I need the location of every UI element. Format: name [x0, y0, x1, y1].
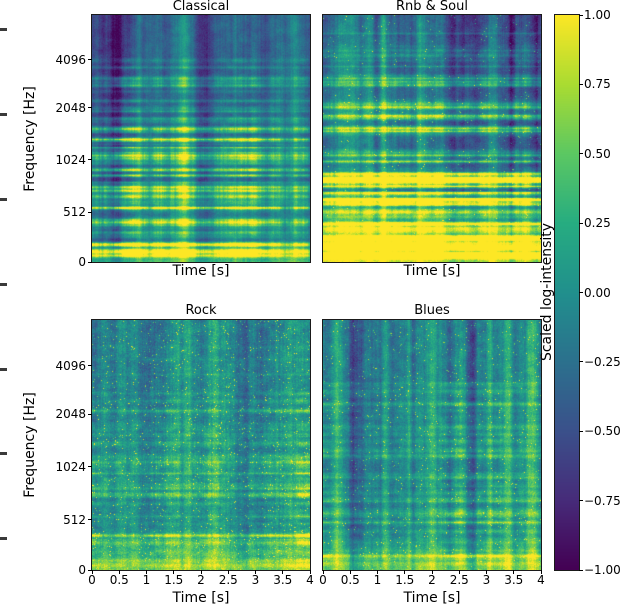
colorbar-tick-mark: [579, 153, 583, 155]
y-axis-label-bottom: Frequency [Hz]: [22, 392, 38, 498]
x-tick-mark: [540, 570, 542, 574]
y-tick-mark: [88, 211, 92, 213]
y-tick-mark: [88, 261, 92, 263]
y-tick-mark: [88, 569, 92, 571]
colorbar-tick-label: 0.50: [584, 146, 611, 161]
y-tick-label: 0: [78, 563, 86, 577]
x-tick-label: 4: [537, 573, 545, 587]
x-tick-label: 3.5: [273, 573, 293, 587]
x-tick-label: 2: [428, 573, 436, 587]
x-tick-mark: [458, 570, 460, 574]
y-tick-mark: [88, 413, 92, 415]
colorbar-tick-label: −0.75: [584, 493, 621, 508]
x-tick-label: 3: [482, 573, 491, 587]
y-tick-label: 0: [78, 255, 86, 269]
y-tick-mark: [88, 365, 92, 366]
x-axis-label-rnb-soul: Time [s]: [403, 263, 461, 279]
x-tick-mark: [404, 570, 406, 574]
y-tick-mark: [88, 159, 92, 161]
x-tick-mark: [309, 570, 311, 574]
x-tick-mark: [282, 570, 284, 574]
x-tick-label: 0.5: [340, 573, 360, 587]
left-edge-artifact: [0, 28, 7, 31]
subplot-title-classical: Classical: [172, 0, 230, 14]
x-tick-mark: [173, 570, 175, 574]
x-tick-mark: [349, 570, 351, 574]
x-tick-mark: [91, 570, 93, 574]
colorbar-tick-label: −0.50: [584, 424, 621, 439]
left-edge-artifact: [0, 198, 7, 201]
y-tick-mark: [88, 466, 92, 468]
colorbar-tick-label: 1.00: [584, 8, 611, 22]
y-tick-mark: [88, 519, 92, 520]
spectrogram-blues: [322, 319, 542, 571]
y-tick-label: 512: [63, 512, 86, 527]
x-tick-mark: [227, 570, 229, 574]
colorbar-tick-mark: [579, 222, 583, 224]
colorbar-tick-mark: [579, 361, 583, 363]
left-edge-artifact: [0, 537, 7, 540]
colorbar-tick-mark: [579, 500, 583, 502]
colorbar-tick-label: −0.25: [584, 354, 621, 369]
left-edge-artifact: [0, 452, 7, 455]
x-tick-label: 1.5: [164, 573, 184, 587]
colorbar-tick-label: 0.75: [584, 77, 611, 92]
y-tick-label: 2048: [55, 407, 86, 421]
x-tick-mark: [200, 570, 202, 574]
y-tick-label: 2048: [55, 100, 86, 115]
x-tick-mark: [255, 570, 256, 574]
colorbar-label: Scaled log-intensity: [539, 222, 555, 362]
x-tick-mark: [322, 570, 324, 574]
x-tick-label: 2.5: [449, 573, 469, 587]
x-tick-mark: [118, 570, 120, 574]
y-tick-label: 512: [63, 205, 86, 220]
colorbar-tick-mark: [579, 14, 583, 16]
subplot-title-rock: Rock: [185, 303, 217, 318]
colorbar-tick-label: 0.25: [584, 216, 611, 231]
x-tick-label: 0: [319, 573, 327, 587]
x-tick-label: 2: [197, 573, 205, 587]
spectrogram-rnb-soul: [322, 14, 542, 263]
left-edge-artifact: [0, 113, 7, 116]
colorbar-tick-mark: [579, 430, 583, 432]
subplot-title-rnb-soul: Rnb & Soul: [396, 0, 468, 14]
spectrogram-rock: [91, 319, 311, 571]
x-tick-label: 2.5: [218, 573, 238, 587]
colorbar-tick-mark: [579, 83, 583, 85]
x-tick-label: 3.5: [504, 573, 524, 587]
x-tick-label: 1: [373, 573, 382, 587]
y-tick-label: 1024: [55, 459, 86, 474]
x-tick-label: 0.5: [109, 573, 129, 587]
x-tick-label: 0: [88, 573, 96, 587]
x-axis-label-rock: Time [s]: [172, 590, 230, 606]
colorbar-tick-label: −1.00: [584, 563, 621, 577]
x-tick-mark: [377, 570, 378, 574]
y-tick-mark: [88, 59, 92, 61]
colorbar-tick-label: 0.00: [584, 285, 611, 300]
colorbar: [554, 14, 580, 571]
y-tick-mark: [88, 107, 92, 109]
y-tick-label: 4096: [55, 358, 86, 373]
x-tick-mark: [486, 570, 487, 574]
left-edge-artifact: [0, 283, 7, 286]
spectrogram-classical: [91, 14, 311, 263]
x-tick-mark: [146, 570, 147, 574]
x-tick-mark: [431, 570, 433, 574]
colorbar-tick-mark: [579, 569, 583, 571]
y-tick-label: 4096: [55, 52, 86, 67]
colorbar-tick-mark: [579, 292, 583, 293]
y-tick-label: 1024: [55, 152, 86, 167]
y-axis-label-top: Frequency [Hz]: [22, 86, 38, 192]
x-tick-label: 1.5: [395, 573, 415, 587]
x-axis-label-blues: Time [s]: [403, 590, 461, 606]
x-tick-label: 1: [142, 573, 151, 587]
x-axis-label-classical: Time [s]: [172, 263, 230, 279]
left-edge-artifact: [0, 368, 7, 371]
subplot-title-blues: Blues: [414, 303, 450, 318]
x-tick-mark: [513, 570, 515, 574]
x-tick-label: 3: [251, 573, 260, 587]
x-tick-label: 4: [306, 573, 314, 587]
